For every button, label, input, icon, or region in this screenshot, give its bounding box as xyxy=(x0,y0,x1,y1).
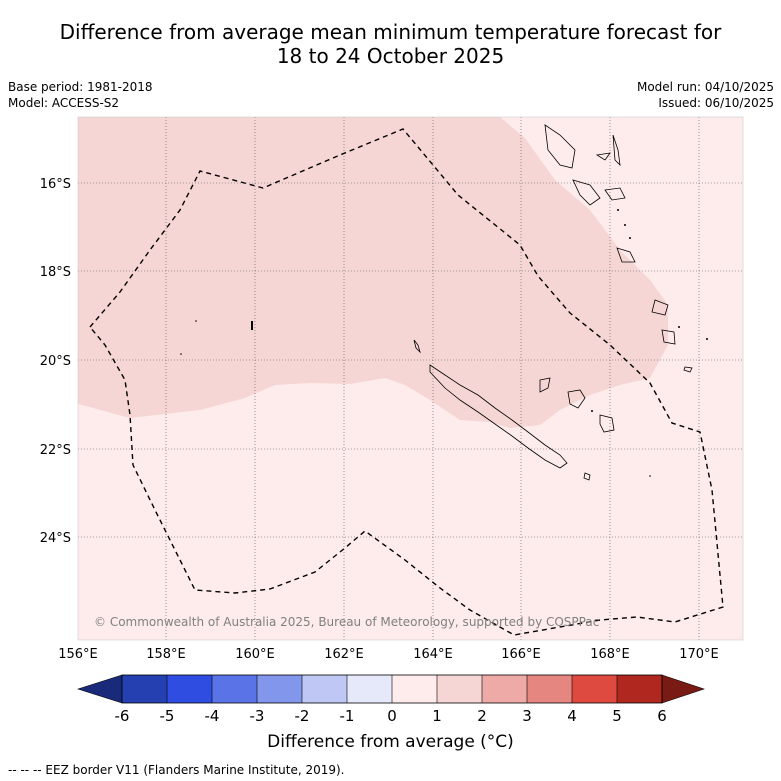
colorbar-swatch xyxy=(392,675,437,703)
colorbar-tick: 5 xyxy=(612,707,622,725)
vanuatu-aneityum xyxy=(661,329,676,345)
loyalty-mare xyxy=(599,414,615,433)
colorbar-tick: -2 xyxy=(295,707,310,725)
colorbar-swatch xyxy=(527,675,572,703)
lon-label-168e: 168°E xyxy=(590,647,630,662)
chart-title-line1: Difference from average mean minimum tem… xyxy=(59,20,722,44)
colorbar-swatch xyxy=(122,675,167,703)
vanuatu-espiritu-santo xyxy=(544,124,576,169)
eez-legend: -- -- -- EEZ border V11 (Flanders Marine… xyxy=(8,763,345,777)
colorbar-swatch xyxy=(167,675,212,703)
lon-label-162e: 162°E xyxy=(324,647,364,662)
lon-label-164e: 164°E xyxy=(413,647,453,662)
base-period: Base period: 1981-2018 xyxy=(8,80,153,94)
colorbar-swatch xyxy=(257,675,302,703)
lat-label-24s: 24°S xyxy=(40,531,71,546)
colorbar-swatch xyxy=(572,675,617,703)
walpole-island xyxy=(583,472,591,481)
colorbar-extend-low xyxy=(77,674,123,704)
vanuatu-maewo xyxy=(612,134,621,167)
colorbar-tick: 4 xyxy=(567,707,577,725)
colorbar-tick: 1 xyxy=(432,707,442,725)
lon-label-156e: 156°E xyxy=(58,647,98,662)
gridlines xyxy=(78,117,743,640)
colorbar-tick: -5 xyxy=(160,707,175,725)
colorbar-tick: -3 xyxy=(250,707,265,725)
colorbar-tick: 3 xyxy=(522,707,532,725)
chart-title-line2: 18 to 24 October 2025 xyxy=(276,44,505,68)
loyalty-ouvea xyxy=(539,377,551,393)
colorbar: -6 -5 -4 -3 -2 -1 0 1 2 3 4 5 6 xyxy=(77,674,705,725)
loyalty-lifou xyxy=(567,389,586,409)
anomaly-1-2-region xyxy=(78,117,668,428)
issued-date: Issued: 06/10/2025 xyxy=(658,96,774,110)
colorbar-swatch xyxy=(212,675,257,703)
colorbar-swatch xyxy=(302,675,347,703)
eez-border xyxy=(89,128,724,636)
colorbar-tick: -4 xyxy=(205,707,220,725)
lon-label-166e: 166°E xyxy=(501,647,541,662)
lon-label-170e: 170°E xyxy=(679,647,719,662)
vanuatu-efate xyxy=(604,187,626,201)
lon-label-160e: 160°E xyxy=(235,647,275,662)
model-run: Model run: 04/10/2025 xyxy=(636,80,774,94)
colorbar-swatch xyxy=(482,675,527,703)
colorbar-extend-high xyxy=(661,674,705,704)
colorbar-swatch xyxy=(347,675,392,703)
lat-label-20s: 20°S xyxy=(40,354,71,369)
colorbar-title: Difference from average (°C) xyxy=(267,732,514,752)
new-caledonia-coast xyxy=(429,364,568,469)
lon-label-158e: 158°E xyxy=(146,647,186,662)
colorbar-tick: -6 xyxy=(115,707,130,725)
colorbar-swatch xyxy=(437,675,482,703)
lat-label-16s: 16°S xyxy=(40,177,71,192)
model-name: Model: ACCESS-S2 xyxy=(8,96,120,110)
coastlines xyxy=(413,124,693,481)
vanuatu-ambae xyxy=(595,152,611,161)
belep-islands xyxy=(413,339,421,354)
colorbar-tick: 0 xyxy=(387,707,397,725)
small-islands xyxy=(180,209,708,477)
colorbar-tick: 2 xyxy=(477,707,487,725)
vanuatu-erromango xyxy=(616,247,636,263)
copyright-notice: © Commonwealth of Australia 2025, Bureau… xyxy=(94,615,599,629)
hunter-island xyxy=(683,366,693,373)
colorbar-tick: 6 xyxy=(657,707,667,725)
vanuatu-malakula xyxy=(572,179,601,206)
lat-label-18s: 18°S xyxy=(40,265,71,280)
vanuatu-tanna xyxy=(651,299,669,316)
map-frame xyxy=(77,116,744,641)
colorbar-swatch xyxy=(617,675,662,703)
lat-label-22s: 22°S xyxy=(40,443,71,458)
colorbar-tick: -1 xyxy=(340,707,355,725)
